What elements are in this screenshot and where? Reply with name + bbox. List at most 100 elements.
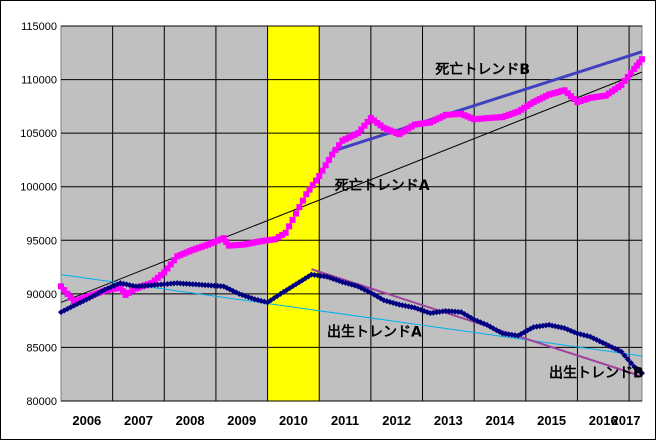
series-0-point bbox=[636, 59, 643, 66]
y-tick-label: 110000 bbox=[21, 75, 57, 87]
series-0-point bbox=[345, 134, 352, 141]
series-0-point bbox=[208, 240, 215, 247]
series-0-point bbox=[639, 56, 645, 63]
trend-line bbox=[60, 274, 643, 357]
series-0-point bbox=[167, 261, 174, 268]
series-0-point bbox=[424, 119, 431, 126]
series-0-point bbox=[306, 186, 313, 193]
series-0-point bbox=[266, 237, 273, 244]
series-0-point bbox=[490, 114, 497, 121]
series-0-point bbox=[593, 93, 600, 100]
series-0-point bbox=[584, 95, 591, 102]
series-0-point bbox=[590, 94, 597, 101]
series-0-point bbox=[189, 246, 196, 253]
series-0-point bbox=[567, 93, 574, 100]
x-tick-label: 2010 bbox=[279, 413, 308, 428]
series-0-point bbox=[316, 173, 323, 179]
series-0-point bbox=[615, 84, 622, 91]
series-0-point bbox=[524, 102, 531, 109]
series-0-point bbox=[170, 257, 177, 264]
series-0-point bbox=[552, 89, 559, 96]
series-0-point bbox=[361, 122, 368, 129]
series-0-point bbox=[58, 283, 64, 290]
series-1-point bbox=[508, 331, 515, 338]
series-0-point bbox=[61, 287, 68, 294]
x-axis-ticks: 2006 2007 2008 2009 2010 2011 2012 2013 2014 2015… bbox=[72, 413, 640, 428]
series-0-point bbox=[399, 129, 406, 136]
x-tick-label: 2013 bbox=[434, 413, 463, 428]
annotations: 死亡トレンドB 死亡トレンドA 出生トレンドA 出生トレンドB bbox=[327, 61, 644, 381]
trend-line bbox=[331, 50, 643, 153]
series-0-point bbox=[377, 122, 384, 129]
series-0-point bbox=[558, 88, 565, 95]
series-0-point bbox=[238, 241, 245, 248]
series-0-point bbox=[217, 236, 224, 243]
series-0-point bbox=[530, 99, 537, 106]
x-tick-label: 2012 bbox=[382, 413, 411, 428]
series-0-point bbox=[477, 115, 484, 122]
series-0-point bbox=[214, 237, 221, 244]
series-0-point bbox=[195, 244, 202, 251]
series-0-point bbox=[542, 93, 549, 100]
series-0-point bbox=[272, 236, 279, 243]
series-0-point bbox=[250, 239, 257, 246]
series-0-point bbox=[439, 113, 446, 120]
series-0-point bbox=[612, 86, 619, 93]
series-0-point bbox=[117, 284, 124, 291]
series-0-point bbox=[114, 285, 121, 292]
series-0-point bbox=[505, 111, 512, 118]
series-0-point bbox=[211, 239, 218, 245]
series-0-point bbox=[339, 137, 346, 144]
series-0-point bbox=[180, 250, 187, 257]
series-0-point bbox=[408, 123, 415, 130]
series-0-point bbox=[518, 106, 525, 113]
series-0-point bbox=[223, 238, 230, 245]
series-0-point bbox=[154, 274, 161, 281]
plot-area bbox=[60, 25, 643, 402]
gridlines bbox=[61, 25, 642, 402]
series-0-point bbox=[289, 216, 296, 223]
series-1-point bbox=[618, 348, 625, 355]
y-tick-label: 95000 bbox=[26, 235, 57, 247]
x-tick-label: 2015 bbox=[537, 413, 566, 428]
series-0-point bbox=[527, 101, 534, 107]
series-0-point bbox=[174, 253, 181, 260]
series-0-point bbox=[577, 98, 584, 104]
series-0-point bbox=[539, 94, 546, 101]
series-0-point bbox=[487, 114, 494, 121]
series-0-point bbox=[499, 114, 506, 121]
series-0-point bbox=[414, 121, 421, 128]
series-0-point bbox=[405, 125, 412, 132]
series-0-point bbox=[549, 90, 556, 97]
series-0-point bbox=[122, 291, 129, 298]
series-0-point bbox=[564, 90, 571, 97]
series-0-point bbox=[555, 89, 562, 95]
series-0-point bbox=[452, 111, 459, 118]
series-0-point bbox=[621, 77, 628, 84]
series-0-point bbox=[633, 62, 640, 69]
series-0-point bbox=[546, 91, 553, 98]
annotation-label: 死亡トレンドA bbox=[334, 177, 430, 194]
series-0-point bbox=[628, 69, 635, 76]
y-tick-label: 80000 bbox=[26, 396, 57, 408]
x-tick-label: 2007 bbox=[124, 413, 153, 428]
series-0-point bbox=[319, 167, 326, 174]
x-tick-label: 2017 bbox=[612, 413, 641, 428]
series-0-point bbox=[299, 197, 306, 204]
x-tick-label: 2009 bbox=[227, 413, 256, 428]
series-0-point bbox=[484, 115, 491, 122]
y-axis-ticks: 80000 85000 90000 95000 100000 105000 110000 11… bbox=[20, 21, 57, 408]
x-tick-label: 2016 bbox=[589, 413, 618, 428]
series-0-point bbox=[390, 128, 397, 135]
series-0-point bbox=[220, 235, 227, 242]
annotation-label: 出生トレンドA bbox=[327, 324, 422, 341]
x-tick-label: 2008 bbox=[176, 413, 205, 428]
series-0-point bbox=[259, 237, 266, 244]
series-0-point bbox=[354, 130, 361, 137]
series-0-point bbox=[580, 96, 587, 103]
trend-line bbox=[60, 71, 643, 303]
series-0-point bbox=[269, 236, 276, 243]
series-0-point bbox=[596, 93, 603, 100]
series-0-point bbox=[471, 116, 478, 123]
